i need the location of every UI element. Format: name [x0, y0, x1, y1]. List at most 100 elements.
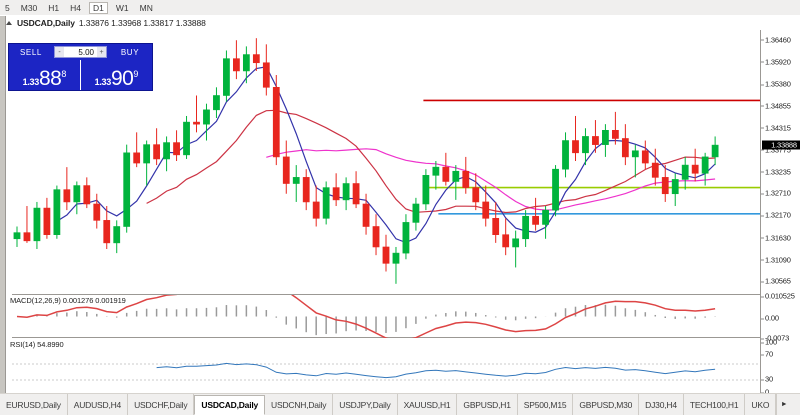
price-tick: 1.31090 [761, 255, 791, 265]
chart-tab-eurusd-daily[interactable]: EURUSD,Daily [0, 394, 68, 415]
timeframe-toolbar: 5 M30 H1 H4 D1 W1 MN [0, 0, 800, 16]
buy-price[interactable]: 1.33 90 9 [81, 60, 152, 90]
ma-red-line [146, 109, 716, 214]
price-tick: 1.36460 [761, 35, 791, 45]
one-click-trading-panel[interactable]: SELL - 5.00 + BUY 1.33 88 8 1.33 90 9 [8, 43, 153, 91]
candle-body [173, 142, 180, 156]
candle-body [103, 220, 111, 244]
price-tick: 1.33235 [761, 167, 791, 177]
ma-magenta-line [266, 148, 716, 211]
candle-body [262, 62, 270, 88]
rsi-tick: 30 [761, 374, 773, 384]
chart-tab-usdchf-daily[interactable]: USDCHF,Daily [128, 394, 195, 415]
candle-body [312, 201, 320, 219]
candle-body [342, 183, 350, 201]
candle-series [13, 38, 719, 284]
rsi-plot [12, 362, 760, 381]
rsi-tick: 100 [761, 337, 777, 347]
chart-tab-sp500-m15[interactable]: SP500,M15 [518, 394, 574, 415]
chart-tab-dj30-h4[interactable]: DJ30,H4 [639, 394, 684, 415]
timeframe-button-h1[interactable]: H1 [48, 2, 60, 13]
timeframe-button-w1[interactable]: W1 [115, 2, 129, 13]
candle-body [332, 187, 340, 201]
candle-body [213, 95, 220, 111]
timeframe-button-5[interactable]: 5 [5, 2, 10, 13]
price-scale[interactable]: 1.36460 1.35920 1.35380 1.34855 1.34315 1.337… [760, 30, 800, 397]
candle-body [203, 109, 210, 125]
chart-symbol-header: USDCAD,Daily 1.33876 1.33968 1.33817 1.3… [6, 17, 210, 28]
chart-tab-uko[interactable]: UKO [745, 394, 777, 415]
candle-body [502, 234, 510, 248]
candle-body [472, 187, 480, 203]
macd-tick: -0.0073 [760, 333, 790, 343]
timeframe-button-mn[interactable]: MN [139, 2, 153, 13]
price-tick: 1.35380 [761, 79, 791, 89]
candle-body [242, 54, 250, 72]
rsi-tick: 0 [761, 387, 769, 397]
candle-body [392, 252, 400, 264]
candle-body [631, 150, 639, 158]
chart-tab-tech100-h1[interactable]: TECH100,H1 [684, 394, 746, 415]
candle-body [691, 164, 699, 174]
volume-increase-button[interactable]: + [97, 47, 106, 57]
volume-stepper[interactable]: - 5.00 + [54, 46, 107, 58]
candle-body [302, 177, 310, 203]
chart-tab-xauusd-h1[interactable]: XAUUSD,H1 [398, 394, 458, 415]
volume-value[interactable]: 5.00 [78, 47, 94, 57]
candle-body [362, 203, 370, 227]
candle-body [292, 177, 300, 184]
candle-body [63, 189, 71, 203]
tabs-scroll-right-icon[interactable]: ► [776, 394, 791, 415]
chart-tab-usdcad-daily[interactable]: USDCAD,Daily [194, 395, 266, 415]
timeframe-button-h4[interactable]: H4 [70, 2, 82, 13]
oct-top-row: SELL - 5.00 + BUY [9, 44, 152, 60]
candle-body [352, 183, 360, 205]
price-chart-plot [13, 38, 760, 284]
candle-body [13, 232, 21, 240]
candle-body [233, 58, 240, 72]
chart-tab-bar: EURUSD,Daily AUDUSD,H4 USDCHF,Daily USDCAD,… [0, 393, 800, 415]
buy-button[interactable]: BUY [120, 47, 140, 57]
candle-body [93, 203, 101, 221]
sell-price[interactable]: 1.33 88 8 [9, 60, 81, 90]
candle-body [582, 136, 589, 154]
candle-body [153, 144, 161, 160]
candle-body [193, 121, 200, 125]
candle-body [442, 166, 450, 182]
price-tick: 1.33775 [761, 145, 791, 155]
macd-signal-line [16, 295, 716, 338]
macd-label: MACD(12,26,9) 0.001276 0.001919 [9, 296, 127, 305]
candle-body [372, 226, 380, 248]
macd-plot [16, 295, 716, 338]
price-tick: 1.34315 [761, 123, 791, 133]
rsi-tick: 70 [761, 349, 773, 359]
candle-body [402, 222, 410, 254]
chart-tab-gbpusd-h1[interactable]: GBPUSD,H1 [457, 394, 518, 415]
chart-tab-usdjpy-daily[interactable]: USDJPY,Daily [333, 394, 398, 415]
volume-decrease-button[interactable]: - [55, 47, 64, 57]
buy-price-fraction: 9 [133, 69, 139, 79]
candle-body [512, 238, 520, 248]
candle-body [432, 166, 440, 176]
chart-frame: MACD(12,26,9) 0.001276 0.001919 RSI(14) … [0, 15, 800, 408]
chart-tab-gbpusd-m30[interactable]: GBPUSD,M30 [573, 394, 640, 415]
macd-subwindow [12, 294, 760, 338]
price-tick: 1.32170 [761, 210, 791, 220]
candle-body [183, 121, 190, 156]
candle-body [322, 187, 330, 219]
candle-body [23, 232, 31, 242]
candle-body [592, 136, 599, 145]
candle-body [651, 162, 659, 178]
candle-body [661, 177, 669, 195]
candle-body [282, 156, 290, 184]
timeframe-button-d1[interactable]: D1 [89, 1, 108, 14]
timeframe-button-m30[interactable]: M30 [20, 2, 38, 13]
candle-body [113, 226, 121, 244]
chart-tab-usdcnh-daily[interactable]: USDCNH,Daily [265, 394, 334, 415]
chart-tab-audusd-h4[interactable]: AUDUSD,H4 [68, 394, 129, 415]
candle-body [522, 215, 530, 240]
vertical-scroll-track[interactable] [0, 16, 6, 394]
candle-body [83, 185, 91, 205]
sell-button[interactable]: SELL [20, 47, 42, 57]
collapse-triangle-icon[interactable] [6, 20, 12, 25]
